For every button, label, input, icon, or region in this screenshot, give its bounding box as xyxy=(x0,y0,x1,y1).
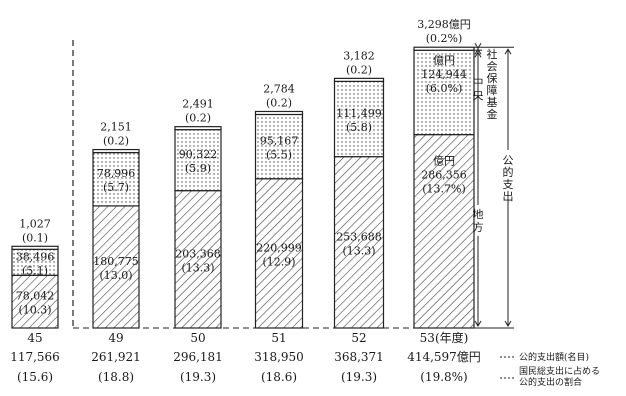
total-ratio-label: (18.6) xyxy=(261,370,297,384)
central-value-label: 95,167 xyxy=(260,135,299,148)
total-value-label: 368,371 xyxy=(334,350,384,364)
total-value-label: 318,950 xyxy=(254,350,304,364)
central-ratio-label: (5.8) xyxy=(346,121,372,134)
category-label: 51 xyxy=(271,331,286,345)
local-bracket-label: 地方 xyxy=(473,208,484,234)
bracket-arrowhead xyxy=(474,51,482,58)
category-label: 53(年度) xyxy=(420,330,469,345)
legend-total-label: 公的支出額(名目) xyxy=(519,351,589,363)
local-value-label: 180,775 xyxy=(93,255,139,268)
total-ratio-label: (15.6) xyxy=(17,370,53,384)
bars-layer xyxy=(11,46,475,329)
svg-text:社: 社 xyxy=(487,47,498,61)
social-security-value-label: 3,182 xyxy=(343,49,375,62)
svg-text:保: 保 xyxy=(487,71,498,85)
central-value-label: 90,322 xyxy=(179,148,218,161)
bar-social-security-53 xyxy=(413,46,475,51)
labels-layer: 78,042(10.3) 38,496(5.1) 1,027(0.1) 45 117,5… xyxy=(10,18,600,388)
bar-central-49 xyxy=(92,151,140,207)
central-ratio-label: (5.7) xyxy=(103,181,129,194)
central-unit-label: 億円 xyxy=(433,54,455,67)
bracket-arrowhead xyxy=(504,320,512,327)
social-security-ratio-label: (0.2) xyxy=(346,63,372,76)
local-ratio-label: (13.3) xyxy=(181,261,214,274)
bracket-arrowhead xyxy=(504,48,512,55)
total-ratio-label: (19.8%) xyxy=(420,370,467,384)
social-security-ratio-label: (0.2) xyxy=(266,96,292,109)
bar-central-52 xyxy=(333,80,385,158)
bracket-arrowhead xyxy=(474,320,482,327)
central-value-label: 124,944 xyxy=(421,68,467,81)
central-ratio-label: (5.1) xyxy=(22,264,48,277)
svg-text:地: 地 xyxy=(473,208,484,221)
svg-text:支: 支 xyxy=(503,178,514,191)
total-value-label: 117,566 xyxy=(10,350,60,364)
bar-social-security-51 xyxy=(254,110,304,116)
category-label: 50 xyxy=(190,331,205,345)
bracket-arrowhead xyxy=(474,42,482,50)
local-value-label: 78,042 xyxy=(16,290,55,303)
central-value-label: 38,496 xyxy=(16,250,55,263)
category-label: 45 xyxy=(27,331,42,345)
legend-ratio-label-line1: 国民総支出に占める xyxy=(519,365,600,377)
local-value-label: 286,356 xyxy=(421,169,467,182)
local-ratio-label: (13.3) xyxy=(342,244,375,257)
local-unit-label: 億円 xyxy=(433,155,455,168)
social-security-ratio-label: (0.2) xyxy=(103,135,129,148)
social-security-value-label: 3,298億円 xyxy=(417,18,471,31)
total-value-label: 296,181 xyxy=(173,350,223,364)
local-value-label: 203,368 xyxy=(175,247,221,260)
bar-central-51 xyxy=(254,113,304,180)
local-value-label: 253,688 xyxy=(336,230,382,243)
svg-text:障: 障 xyxy=(487,83,498,97)
local-value-label: 220,999 xyxy=(256,241,302,254)
social-security-ratio-label: (0.2%) xyxy=(426,32,463,45)
central-value-label: 78,996 xyxy=(97,167,136,180)
public-spending-bracket-label: 公的支出 xyxy=(503,154,514,203)
total-ratio-label: (19.3) xyxy=(180,370,216,384)
social-security-ratio-label: (0.2) xyxy=(185,112,211,125)
svg-text:的: 的 xyxy=(503,165,514,179)
bar-social-security-49 xyxy=(92,148,140,154)
central-ratio-label: (6.0%) xyxy=(426,82,463,95)
central-ratio-label: (5.5) xyxy=(266,149,292,162)
svg-text:出: 出 xyxy=(503,189,514,203)
category-label: 49 xyxy=(108,331,123,345)
bar-central-45 xyxy=(11,248,59,276)
bar-central-50 xyxy=(174,129,222,192)
bar-local-45 xyxy=(11,274,59,329)
social-security-value-label: 1,027 xyxy=(19,217,51,230)
social-security-value-label: 2,784 xyxy=(263,82,295,95)
social-security-value-label: 2,151 xyxy=(100,121,132,134)
social-security-value-label: 2,491 xyxy=(182,98,214,111)
central-value-label: 111,499 xyxy=(336,107,382,120)
category-label: 52 xyxy=(351,331,366,345)
local-ratio-label: (13.7%) xyxy=(422,183,466,196)
local-ratio-label: (10.3) xyxy=(18,304,51,317)
svg-text:会: 会 xyxy=(487,60,498,73)
axes-layer xyxy=(72,40,516,379)
bar-social-security-50 xyxy=(174,126,222,131)
total-value-label: 261,921 xyxy=(91,350,141,364)
bar-central-53 xyxy=(413,49,475,136)
local-ratio-label: (12.9) xyxy=(262,255,295,268)
social-security-ratio-label: (0.1) xyxy=(22,231,48,244)
svg-text:金: 金 xyxy=(487,107,498,121)
local-ratio-label: (13.0) xyxy=(99,269,132,282)
svg-text:基: 基 xyxy=(487,96,498,109)
total-ratio-label: (19.3) xyxy=(341,370,377,384)
bar-social-security-52 xyxy=(333,77,385,82)
svg-text:方: 方 xyxy=(473,220,484,234)
total-value-label: 414,597億円 xyxy=(407,350,481,364)
bracket-arrowhead xyxy=(474,48,482,55)
legend-ratio-label-line2: 公的支出の割合 xyxy=(519,376,582,388)
bar-social-security-45 xyxy=(11,245,59,250)
total-ratio-label: (18.8) xyxy=(98,370,134,384)
svg-text:公: 公 xyxy=(503,154,514,167)
central-ratio-label: (5.9) xyxy=(185,162,211,175)
bar-local-53 xyxy=(413,134,475,329)
